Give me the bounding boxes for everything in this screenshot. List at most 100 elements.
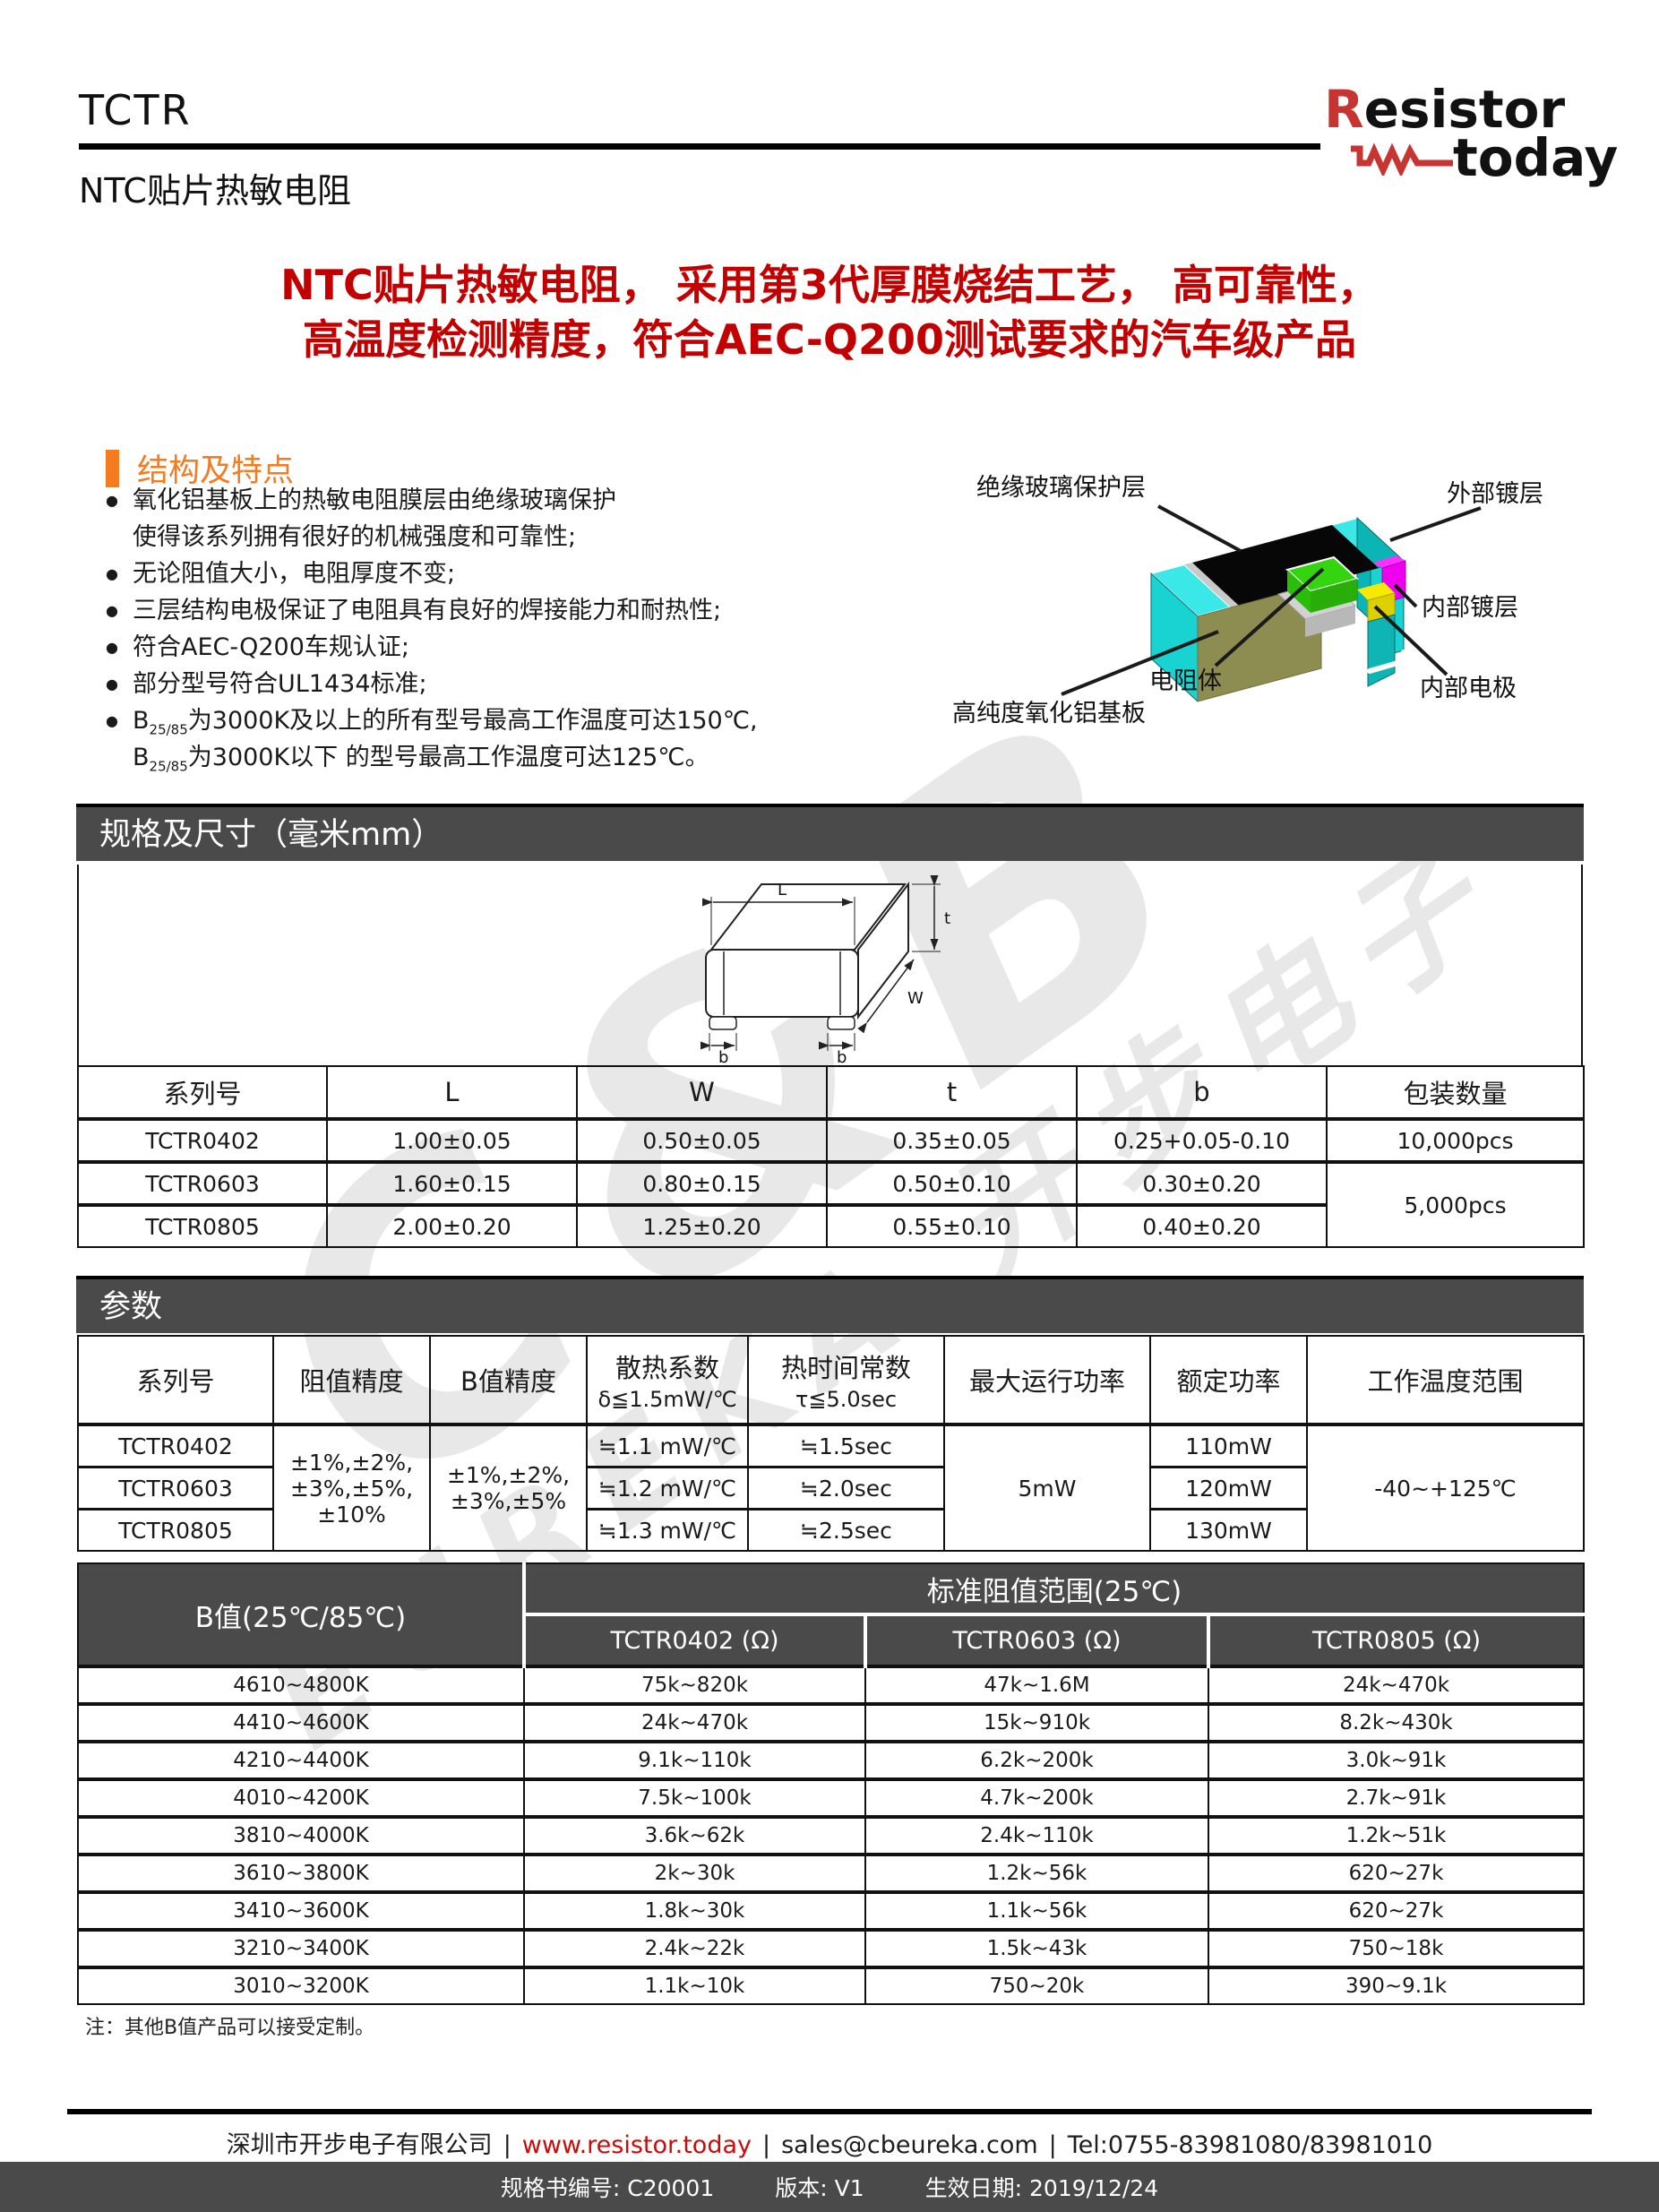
cell: ±1%,±2%, ±3%,±5% xyxy=(429,1423,588,1552)
cell: ≒1.3 mW/℃ xyxy=(586,1508,749,1552)
logo-esistor: esistor xyxy=(1363,79,1566,140)
plating-strip xyxy=(1184,563,1239,607)
dim-label-b2: b xyxy=(837,1048,847,1063)
cell: 2.7k~91k xyxy=(1207,1777,1586,1818)
list-item: ● 符合AEC-Q200车规认证; xyxy=(106,629,939,666)
feature-text: 无论阻值大小，电阻厚度不变; xyxy=(133,560,456,588)
feature-text: 氧化铝基板上的热敏电阻膜层由绝缘玻璃保护 xyxy=(133,486,616,514)
cell: 3610~3800K xyxy=(77,1853,525,1893)
bullet-icon: ● xyxy=(106,712,118,729)
cell: ≒1.5sec xyxy=(747,1423,945,1468)
website-link[interactable]: www.resistor.today xyxy=(521,2131,752,2159)
cell: 4410~4600K xyxy=(77,1702,525,1743)
leader-line xyxy=(1389,506,1482,542)
chip-front-face xyxy=(705,949,859,1018)
cell: TCTR0805 xyxy=(77,1508,274,1552)
footer-contact-line: 深圳市开步电子有限公司 | www.resistor.today | sales@cbe… xyxy=(0,2125,1659,2160)
leader-line xyxy=(1393,583,1418,608)
terminal-tab xyxy=(827,1016,855,1030)
table-row: TCTR0805 2.00±0.20 1.25±0.20 0.55±0.10 0… xyxy=(77,1203,1584,1248)
table-row: 3410~3600K 1.8k~30k 1.1k~56k 620~27k xyxy=(77,1890,1586,1931)
cell: TCTR0603 xyxy=(77,1466,274,1511)
cell: 0.80±0.15 xyxy=(576,1160,828,1206)
cell: ≒1.2 mW/℃ xyxy=(586,1466,749,1511)
cell: 0.30±0.20 xyxy=(1076,1160,1328,1206)
list-item: ● 氧化铝基板上的热敏电阻膜层由绝缘玻璃保护 xyxy=(106,482,939,519)
dim-label-t: t xyxy=(944,909,950,928)
cell: 24k~470k xyxy=(1207,1665,1586,1705)
orange-accent-bar xyxy=(106,449,119,487)
col-header: 系列号 xyxy=(77,1335,274,1426)
cell: 1.8k~30k xyxy=(523,1890,866,1931)
cell: 0.25+0.05-0.10 xyxy=(1076,1117,1328,1163)
list-item: ● B25/85为3000K及以上的所有型号最高工作温度可达150℃, xyxy=(106,702,939,739)
leader-line xyxy=(1157,504,1242,553)
cell: 24k~470k xyxy=(523,1702,866,1743)
cell: 4210~4400K xyxy=(77,1740,525,1780)
separator: | xyxy=(503,2131,511,2159)
inner-electrode-top xyxy=(1357,582,1395,600)
leader-line xyxy=(1373,605,1448,676)
cell: 3.6k~62k xyxy=(523,1815,866,1855)
spec-section-header: 规格及尺寸（毫米mm） xyxy=(76,804,1584,861)
cell: 1.1k~56k xyxy=(864,1890,1209,1931)
cell: 750~20k xyxy=(864,1966,1209,2005)
col-header: 散热系数 δ≦1.5mW/℃ xyxy=(586,1335,749,1426)
col-header: 阻值精度 xyxy=(272,1335,431,1426)
list-item: 使得该系列拥有很好的机械强度和可靠性; xyxy=(106,519,939,555)
logo-letter-r: R xyxy=(1324,79,1364,140)
headline-line1: NTC贴片热敏电阻， 采用第3代厚膜烧结工艺， 高可靠性， xyxy=(280,261,1379,309)
feature-text: B25/85为3000K以下 的型号最高工作温度可达125℃。 xyxy=(133,744,709,775)
inner-wall xyxy=(1367,614,1396,687)
col-header: 工作温度范围 xyxy=(1306,1335,1585,1426)
cell: 1.25±0.20 xyxy=(576,1203,828,1248)
doc-version: 版本: V1 xyxy=(775,2175,864,2201)
leader-line xyxy=(1061,630,1219,696)
cell: 3210~3400K xyxy=(77,1928,525,1968)
cell: TCTR0402 xyxy=(77,1423,274,1468)
footer-divider xyxy=(67,2109,1592,2114)
inner-plating-top xyxy=(1373,555,1405,568)
label-inner-electrode: 内部电极 xyxy=(1420,675,1517,702)
col-header: 系列号 xyxy=(77,1065,328,1121)
table-row: TCTR0603 ≒1.2 mW/℃ ≒2.0sec 120mW xyxy=(77,1466,1584,1511)
cell: 1.2k~51k xyxy=(1207,1815,1586,1855)
cell: 620~27k xyxy=(1207,1890,1586,1931)
feature-text: 三层结构电极保证了电阻具有良好的焊接能力和耐热性; xyxy=(133,597,722,624)
cell: 130mW xyxy=(1149,1508,1308,1552)
cell: 2.00±0.20 xyxy=(326,1203,578,1248)
logo-resistor-word: Resistor xyxy=(1324,82,1629,136)
email-link[interactable]: sales@cbeureka.com xyxy=(781,2131,1038,2159)
headline: NTC贴片热敏电阻， 采用第3代厚膜烧结工艺， 高可靠性， 高温度检测精度，符合… xyxy=(0,258,1659,367)
b-value-table: B值(25℃/85℃) 标准阻值范围(25℃) TCTR0402 (Ω) TCT… xyxy=(77,1562,1586,2005)
bullet-icon: ● xyxy=(106,602,118,619)
table-header-row: 系列号 L W t b 包装数量 xyxy=(77,1065,1585,1121)
cell: 1.60±0.15 xyxy=(326,1160,578,1206)
resistor-body-front xyxy=(1311,579,1357,613)
bullet-icon: ● xyxy=(106,492,118,509)
doc-number: 规格书编号: C20001 xyxy=(500,2175,715,2201)
terminal-wrap xyxy=(1367,650,1406,674)
col-header: TCTR0402 (Ω) xyxy=(524,1614,865,1666)
col-header: TCTR0805 (Ω) xyxy=(1206,1614,1585,1666)
cell: 6.2k~200k xyxy=(864,1740,1209,1780)
cell: 0.35±0.05 xyxy=(826,1117,1078,1163)
label-outer-plating: 外部镀层 xyxy=(1447,480,1543,508)
col-header: 最大运行功率 xyxy=(943,1335,1151,1426)
cell: 0.40±0.20 xyxy=(1076,1203,1328,1248)
cell: 1.00±0.05 xyxy=(326,1117,578,1163)
brand-logo: Resistor today xyxy=(1324,82,1629,185)
col-header: TCTR0603 (Ω) xyxy=(864,1614,1208,1666)
dim-label-L: L xyxy=(778,881,787,899)
headline-line2: 高温度检测精度，符合AEC-Q200测试要求的汽车级产品 xyxy=(302,315,1357,364)
chip-structure-diagram: 绝缘玻璃保护层 外部镀层 内部镀层 内部电极 电阻体 高纯度氧化铝基板 xyxy=(945,452,1657,753)
col-header: 标准阻值范围(25℃) xyxy=(524,1563,1585,1616)
cell: 5mW xyxy=(943,1423,1151,1552)
param-section-header: 参数 xyxy=(76,1276,1584,1333)
cell: 1.2k~56k xyxy=(864,1853,1209,1893)
list-item: B25/85为3000K以下 的型号最高工作温度可达125℃。 xyxy=(106,739,939,776)
cell: 1.5k~43k xyxy=(864,1928,1209,1968)
table-row: TCTR0805 ≒1.3 mW/℃ ≒2.5sec 130mW xyxy=(77,1508,1584,1552)
cell: ≒1.1 mW/℃ xyxy=(586,1423,749,1468)
